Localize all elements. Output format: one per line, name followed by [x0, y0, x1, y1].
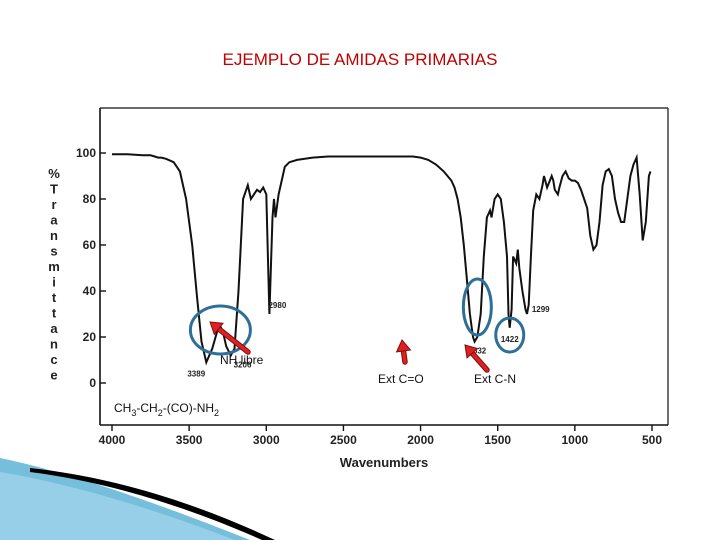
peak-highlight-circles: [188, 277, 526, 356]
peak-label: 1632: [468, 347, 486, 356]
y-axis-label-letter: r: [51, 197, 56, 212]
callout-label: Ext C=O: [378, 372, 424, 386]
y-axis-label-letter: c: [50, 352, 57, 367]
co-arrow: [395, 339, 412, 365]
spectrum-series-line: [112, 153, 652, 366]
y-axis-label-letter: %: [48, 166, 60, 181]
peak-labels: 3389 3206 2980 1632 1422 1299: [187, 301, 550, 378]
cn-arrow: [464, 344, 490, 373]
nh-peaks-circle: [188, 304, 252, 356]
y-tick-label: 80: [83, 192, 97, 206]
chart-frame: [99, 107, 669, 426]
x-axis-label: Wavenumbers: [340, 455, 428, 470]
x-tick-label: 1000: [562, 433, 589, 447]
callout-label: Ext C-N: [474, 372, 516, 386]
formula-part: -(CO)-NH: [163, 401, 214, 415]
y-axis-label-letter: T: [50, 182, 58, 197]
decorative-swoosh: [0, 458, 275, 540]
peak-label: 2980: [268, 301, 286, 310]
swoosh-pale: [0, 472, 235, 540]
formula-part: -CH: [136, 401, 157, 415]
peak-label: 3206: [234, 360, 252, 369]
callout-labels: NH libre Ext C=O Ext C-N: [220, 353, 516, 386]
slide-title: EJEMPLO DE AMIDAS PRIMARIAS: [222, 50, 498, 69]
y-tick-label: 0: [89, 376, 96, 390]
chart-background: [34, 110, 666, 480]
y-axis-label-letter: n: [50, 337, 58, 352]
callout-arrows: [209, 321, 490, 373]
y-axis-label-letter: e: [50, 368, 57, 383]
swoosh-dark: [30, 468, 275, 540]
peak-label: 3389: [187, 369, 205, 378]
x-tick-label: 1500: [484, 433, 511, 447]
y-axis-label-letter: s: [50, 244, 57, 259]
x-tick-label: 4000: [99, 433, 126, 447]
x-tick-label: 3500: [176, 433, 203, 447]
compound-formula: CH3-CH2-(CO)-NH2: [114, 401, 219, 418]
y-tick-label: 40: [83, 284, 97, 298]
y-tick-label: 20: [83, 330, 97, 344]
x-axis-ticks: 4000 3500 3000 2500 2000 1500 1000 500: [99, 425, 662, 447]
y-tick-label: 100: [76, 146, 96, 160]
x-tick-label: 2500: [330, 433, 357, 447]
y-axis-label-letter: t: [52, 306, 57, 321]
formula-subscript: 3: [131, 408, 136, 418]
formula-subscript: 2: [158, 408, 163, 418]
cn-peak-circle: [494, 316, 526, 354]
x-tick-label: 2000: [407, 433, 434, 447]
peak-label: 1299: [532, 305, 550, 314]
x-tick-label: 3000: [253, 433, 280, 447]
formula-subscript: 2: [214, 408, 219, 418]
y-axis-label-letter: n: [50, 228, 58, 243]
formula-part: CH: [114, 401, 131, 415]
nh-arrow: [209, 321, 251, 355]
y-axis-label-letter: t: [52, 290, 57, 305]
x-tick-label: 500: [642, 433, 662, 447]
co-peak-circle: [461, 277, 493, 337]
y-axis-label-letter: a: [50, 213, 58, 228]
y-tick-label: 60: [83, 238, 97, 252]
y-axis-label-letter: i: [52, 275, 56, 290]
y-axis-ticks: 0 20 40 60 80 100: [76, 146, 106, 390]
peak-label: 1422: [501, 335, 519, 344]
y-axis-label-letter: m: [48, 259, 60, 274]
callout-label: NH libre: [220, 353, 264, 367]
y-axis-label-letter: a: [50, 321, 58, 336]
